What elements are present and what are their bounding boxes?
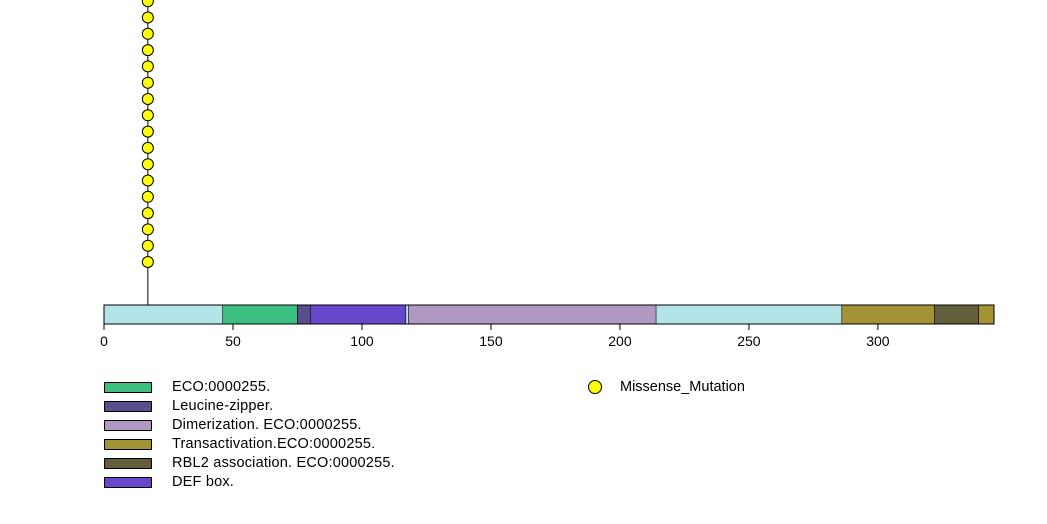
legend-label: Dimerization. ECO:0000255. xyxy=(172,417,362,433)
mutation-dot xyxy=(141,109,154,122)
legend-swatch xyxy=(104,382,152,393)
domain-block xyxy=(978,304,995,325)
legend-label: Leucine-zipper. xyxy=(172,398,274,414)
mutation-dot xyxy=(141,141,154,154)
legend-label: RBL2 association. ECO:0000255. xyxy=(172,455,395,471)
legend-swatch xyxy=(104,477,152,488)
legend-swatch xyxy=(104,458,152,469)
mutation-dot xyxy=(141,207,154,220)
x-tick-label: 300 xyxy=(866,333,890,349)
mutation-dot xyxy=(141,27,154,40)
mutation-dot xyxy=(141,239,154,252)
legend-swatch xyxy=(104,439,152,450)
mutation-dot xyxy=(141,93,154,105)
x-tick-label: 50 xyxy=(225,333,241,349)
domain-block xyxy=(841,304,935,325)
protein-outline xyxy=(103,304,995,325)
mutation-legend-label: Missense_Mutation xyxy=(620,379,745,395)
mutation-dot xyxy=(141,76,154,89)
x-tick-label: 150 xyxy=(479,333,503,349)
legend-swatch xyxy=(104,420,152,431)
missense-dot-icon xyxy=(588,380,602,394)
x-tick-label: 0 xyxy=(100,333,108,349)
domain-block xyxy=(297,304,311,325)
legend-label: Transactivation.ECO:0000255. xyxy=(172,436,376,452)
mutation-dot xyxy=(141,0,154,8)
mutation-dot xyxy=(141,174,154,187)
domain-block xyxy=(310,304,407,325)
legend-label: DEF box. xyxy=(172,474,235,490)
mutation-dot xyxy=(141,256,154,268)
x-tick-label: 250 xyxy=(737,333,761,349)
x-tick-label: 200 xyxy=(608,333,632,349)
x-tick-label: 100 xyxy=(350,333,374,349)
legend-label: ECO:0000255. xyxy=(172,379,271,395)
mutation-dot xyxy=(141,158,154,171)
legend-swatch xyxy=(104,401,152,412)
mutation-dot xyxy=(141,223,154,236)
mutation-dot xyxy=(141,44,154,57)
mutation-dot xyxy=(141,190,154,203)
domain-block xyxy=(408,304,657,325)
domain-block xyxy=(222,304,298,325)
domain-block xyxy=(934,304,979,325)
mutation-dot xyxy=(141,11,154,24)
mutation-dot xyxy=(141,125,154,138)
mutation-dot xyxy=(141,60,154,73)
